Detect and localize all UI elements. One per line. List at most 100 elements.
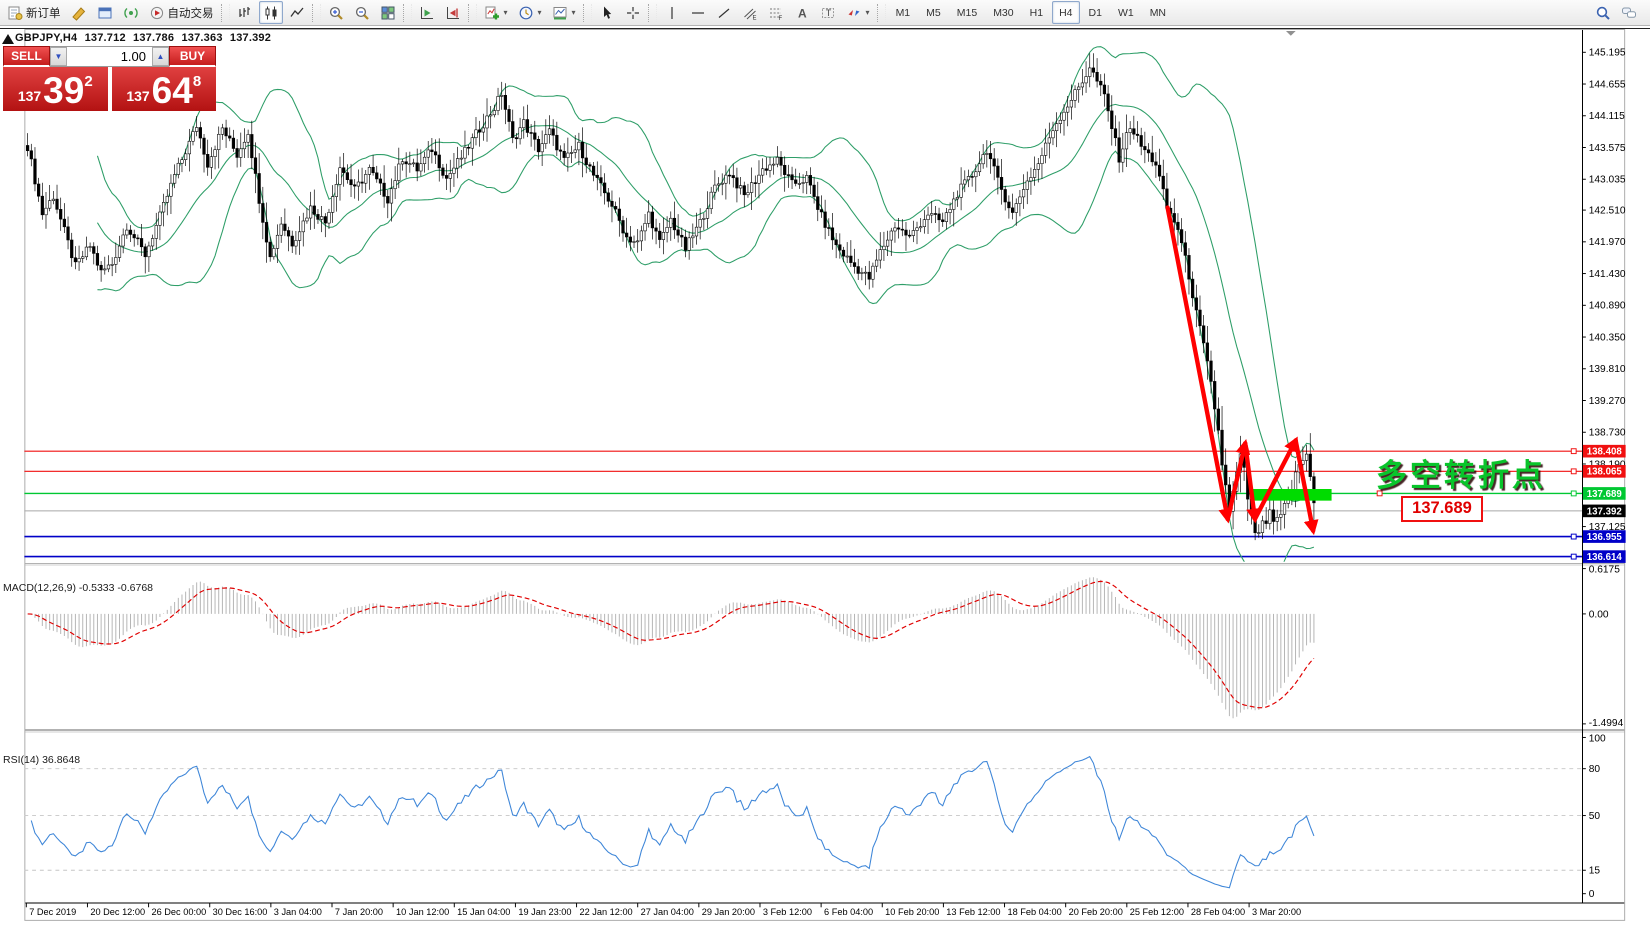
macd-indicator-label: MACD(12,26,9) -0.5333 -0.6768: [3, 582, 153, 594]
volume-up-button[interactable]: ▲: [152, 47, 169, 66]
bollinger-bands: [96, 46, 1315, 562]
timeframe-m30-button-label: M30: [993, 6, 1014, 19]
bar-chart-icon: [238, 6, 250, 17]
sell-price-pips: 39: [43, 70, 85, 111]
text-label-button[interactable]: T: [816, 1, 840, 24]
trendline-icon: [718, 8, 729, 18]
open-chart-icon: [98, 7, 111, 18]
svg-text:0.6175: 0.6175: [1589, 564, 1620, 575]
timeframe-h4-button[interactable]: H4: [1052, 1, 1080, 24]
svg-text:142.510: 142.510: [1589, 205, 1626, 216]
zoom-in-icon: [329, 6, 343, 20]
svg-text:145.195: 145.195: [1589, 48, 1626, 59]
timeframe-m1-button[interactable]: M1: [889, 1, 918, 24]
volume-down-button[interactable]: ▼: [50, 47, 67, 66]
svg-text:15 Jan 04:00: 15 Jan 04:00: [457, 907, 510, 917]
autotrade-button-label: 自动交易: [167, 7, 214, 20]
horizontal-line-button[interactable]: [686, 1, 710, 24]
open-chart-button[interactable]: [93, 1, 117, 24]
drawn-annotations[interactable]: [1165, 205, 1383, 536]
timeframe-m5-button[interactable]: M5: [919, 1, 948, 24]
crosshair-button[interactable]: [621, 1, 645, 24]
bar-chart-button[interactable]: [233, 1, 257, 24]
chevron-down-icon: ▾: [571, 8, 576, 17]
toolbar-separator: [647, 3, 657, 22]
sell-price-display[interactable]: 137 39 2: [3, 67, 108, 111]
arrows-icon: [848, 9, 860, 16]
svg-text:29 Jan 20:00: 29 Jan 20:00: [702, 907, 755, 917]
price-callout-label: 137.689: [1401, 496, 1483, 522]
new-order-button[interactable]: 新订单: [3, 1, 65, 24]
chart-shift-icon: [446, 6, 459, 19]
symbol-period: GBPJPY,H4: [15, 32, 78, 44]
svg-text:-1.4994: -1.4994: [1589, 718, 1624, 729]
cursor-button[interactable]: [595, 1, 619, 24]
styler-icon: [71, 6, 85, 21]
sell-button[interactable]: SELL: [3, 46, 50, 67]
periods-button[interactable]: ▾: [514, 1, 546, 24]
svg-text:6 Feb 04:00: 6 Feb 04:00: [824, 907, 873, 917]
svg-text:143.035: 143.035: [1589, 175, 1626, 186]
timeframe-m30-button[interactable]: M30: [986, 1, 1020, 24]
svg-text:141.970: 141.970: [1589, 237, 1626, 248]
chart-canvas[interactable]: 145.195 144.655 144.115 143.575 143.035 142.5…: [0, 29, 1650, 948]
toolbar-right-group: [1590, 1, 1648, 24]
buy-price-pips: 64: [151, 70, 193, 111]
toolbar-separator: [220, 3, 230, 22]
svg-text:F: F: [778, 16, 782, 21]
fibonacci-icon: F: [769, 8, 782, 21]
toolbar-separator: [582, 3, 592, 22]
svg-text:136.614: 136.614: [1587, 552, 1623, 563]
indicators-button[interactable]: ▾: [480, 1, 512, 24]
horizontal-price-lines[interactable]: [24, 448, 1582, 560]
equidistant-channel-button[interactable]: E: [738, 1, 762, 24]
macd-signal-line: [27, 580, 1315, 709]
svg-text:139.270: 139.270: [1589, 396, 1626, 407]
timeframe-d1-button[interactable]: D1: [1082, 1, 1109, 24]
timeframe-h1-button[interactable]: H1: [1023, 1, 1050, 24]
toolbar-separator: [311, 3, 321, 22]
volume-input[interactable]: [67, 47, 152, 66]
text-icon: A: [798, 6, 807, 20]
text-button[interactable]: A: [790, 1, 814, 24]
templates-button[interactable]: ▾: [548, 1, 580, 24]
svg-text:10 Jan 12:00: 10 Jan 12:00: [396, 907, 449, 917]
search-button[interactable]: [1591, 1, 1615, 24]
svg-text:13 Feb 12:00: 13 Feb 12:00: [946, 907, 1000, 917]
svg-text:140.350: 140.350: [1589, 332, 1626, 343]
buy-button[interactable]: BUY: [169, 46, 216, 67]
signals-icon: [123, 7, 138, 18]
signals-button[interactable]: [119, 1, 143, 24]
svg-text:26 Dec 00:00: 26 Dec 00:00: [151, 907, 206, 917]
auto-scroll-button[interactable]: [415, 1, 439, 24]
cursor-icon: [603, 6, 611, 19]
new-order-button-label: 新订单: [26, 7, 61, 20]
styler-button[interactable]: [67, 1, 91, 24]
tile-windows-button[interactable]: [376, 1, 400, 24]
ohlc-close: 137.392: [229, 32, 272, 44]
fibonacci-button[interactable]: F: [764, 1, 788, 24]
svg-text:28 Feb 04:00: 28 Feb 04:00: [1191, 907, 1245, 917]
svg-text:T: T: [825, 8, 831, 18]
chat-button[interactable]: [1617, 1, 1641, 24]
price-axis[interactable]: 145.195 144.655 144.115 143.575 143.035 142.5…: [1581, 48, 1626, 900]
svg-text:3 Mar 20:00: 3 Mar 20:00: [1252, 907, 1301, 917]
line-chart-button[interactable]: [285, 1, 309, 24]
candlestick-chart-button[interactable]: [258, 1, 283, 24]
time-axis[interactable]: 7 Dec 2019 20 Dec 12:00 26 Dec 00:00 30 Dec…: [25, 903, 1301, 917]
timeframe-mn-button[interactable]: MN: [1143, 1, 1173, 24]
zoom-out-button[interactable]: [350, 1, 374, 24]
arrows-button[interactable]: ▾: [842, 1, 874, 24]
trendline-button[interactable]: [712, 1, 736, 24]
vertical-line-icon: [670, 6, 673, 19]
chart-shift-button[interactable]: [441, 1, 465, 24]
zoom-in-button[interactable]: [324, 1, 348, 24]
chevron-down-icon: ▾: [537, 8, 542, 17]
vertical-line-button[interactable]: [660, 1, 684, 24]
buy-price-display[interactable]: 137 64 8: [111, 67, 216, 111]
timeframe-m15-button[interactable]: M15: [950, 1, 984, 24]
timeframe-w1-button[interactable]: W1: [1111, 1, 1141, 24]
svg-text:3 Jan 04:00: 3 Jan 04:00: [274, 907, 322, 917]
autotrade-button[interactable]: 自动交易: [145, 1, 218, 24]
chart-shift-marker: [1285, 30, 1296, 36]
